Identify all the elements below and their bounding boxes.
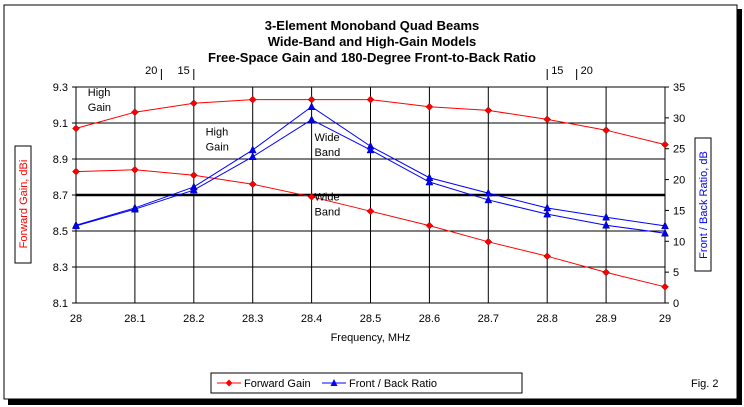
annotation-label: Wide	[315, 132, 340, 144]
title-line: Wide-Band and High-Gain Models	[268, 34, 477, 49]
gain-point	[189, 99, 198, 108]
x-tick-label: 28	[70, 313, 82, 325]
gain-point	[366, 207, 375, 216]
y-right-tick-label: 20	[673, 175, 685, 187]
y-right-label-box	[694, 137, 712, 272]
x-axis-label: Frequency, MHz	[331, 332, 411, 344]
x-tick-label: 28.3	[242, 313, 263, 325]
legend-fb-label: Front / Back Ratio	[349, 378, 437, 390]
gain-point	[248, 180, 257, 189]
gain-point	[661, 282, 669, 291]
x-tick-label: 29	[659, 313, 671, 325]
annotation-label: Gain	[88, 102, 111, 114]
x-tick-label: 28.6	[419, 313, 440, 325]
y-left-tick-label: 9.3	[53, 82, 68, 94]
annotation-label: Band	[315, 206, 341, 218]
y-right-tick-label: 25	[673, 144, 685, 156]
annotation-label: Band	[315, 147, 341, 159]
y-right-tick-label: 5	[673, 267, 679, 279]
title-line: Free-Space Gain and 180-Degree Front-to-…	[208, 50, 536, 65]
y-left-tick-label: 8.1	[53, 298, 68, 310]
legend-gain-marker	[225, 379, 233, 387]
gain-point	[484, 106, 493, 115]
series-layer	[72, 95, 669, 291]
legend-box	[210, 372, 523, 394]
x-tick-label: 28.9	[595, 313, 616, 325]
gain-point	[425, 221, 434, 230]
x-tick-label: 28.1	[124, 313, 145, 325]
gain-point	[484, 237, 493, 246]
fb-ratio-point	[248, 152, 257, 160]
y-right-tick-label: 15	[673, 205, 685, 217]
gain-point	[661, 140, 669, 149]
y-left-tick-label: 8.9	[53, 154, 68, 166]
y-right-tick-label: 35	[673, 82, 685, 94]
fb-ratio-point	[602, 220, 611, 229]
gain-point	[543, 115, 552, 124]
y-right-tick-label: 0	[673, 298, 679, 310]
fb-ratio-point	[366, 145, 375, 154]
title-line: 3-Element Monoband Quad Beams	[265, 18, 480, 33]
y-left-label-box	[14, 145, 32, 264]
fb-ratio-point	[130, 204, 139, 213]
x-tick-label: 28.2	[183, 313, 204, 325]
x-tick-label: 28.4	[301, 313, 322, 325]
gain-point	[366, 95, 375, 104]
fb-ratio-point	[307, 115, 316, 123]
gain-point	[425, 102, 434, 111]
legend-gain-label: Forward Gain	[244, 378, 311, 390]
annotation-label: High	[206, 127, 229, 139]
x-tick-label: 28.8	[536, 313, 557, 325]
fb-ratio-point	[661, 228, 669, 237]
figure-label: Fig. 2	[691, 378, 719, 390]
legend-fb-marker	[330, 379, 338, 386]
annotation-label: Gain	[206, 142, 229, 154]
y-left-axis-label: Forward Gain, dBi	[18, 160, 30, 249]
legend: Forward Gain Front / Back Ratio Fig. 2	[210, 372, 719, 394]
gain-point	[131, 108, 139, 117]
swr-marker-label: 15	[551, 65, 563, 77]
fb-ratio-point	[543, 209, 552, 218]
y-left-tick-label: 8.7	[53, 190, 68, 202]
gain-point	[602, 268, 610, 277]
x-tick-label: 28.7	[478, 313, 499, 325]
annotation-label: High	[88, 87, 111, 99]
gain-point	[307, 192, 316, 201]
gain-point	[602, 126, 610, 135]
swr-marker-label: 15	[178, 65, 190, 77]
y-left-tick-label: 8.5	[53, 226, 68, 238]
fb-ratio-point	[72, 221, 80, 230]
swr-marker-label: 20	[145, 65, 157, 77]
y-left-tick-label: 9.1	[53, 118, 68, 130]
fb-ratio-point	[484, 195, 493, 204]
fb-ratio-point	[189, 185, 198, 194]
axes: 28 28.1 28.2 28.3 28.4 28.5 28.6 28.7 28.8 28.9 29…	[14, 65, 712, 344]
gain-point	[72, 167, 80, 176]
annotation-label: Wide	[315, 191, 340, 203]
swr-marker-label: 20	[581, 65, 593, 77]
gain-point	[248, 95, 257, 104]
y-right-tick-label: 30	[673, 113, 685, 125]
gain-point	[131, 165, 139, 174]
fb-ratio-point	[307, 102, 316, 110]
gain-point	[189, 171, 198, 180]
gain-point	[72, 124, 80, 133]
x-tick-label: 28.5	[360, 313, 381, 325]
y-right-tick-label: 10	[673, 236, 685, 248]
gain-point	[543, 252, 552, 261]
annotations: High Gain High Gain Wide Band Wide Band	[88, 87, 340, 218]
y-left-tick-label: 8.3	[53, 262, 68, 274]
fb-ratio-point	[425, 177, 434, 186]
y-right-axis-label: Front / Back Ratio, dB	[698, 151, 710, 259]
fb-ratio-point	[602, 212, 611, 221]
